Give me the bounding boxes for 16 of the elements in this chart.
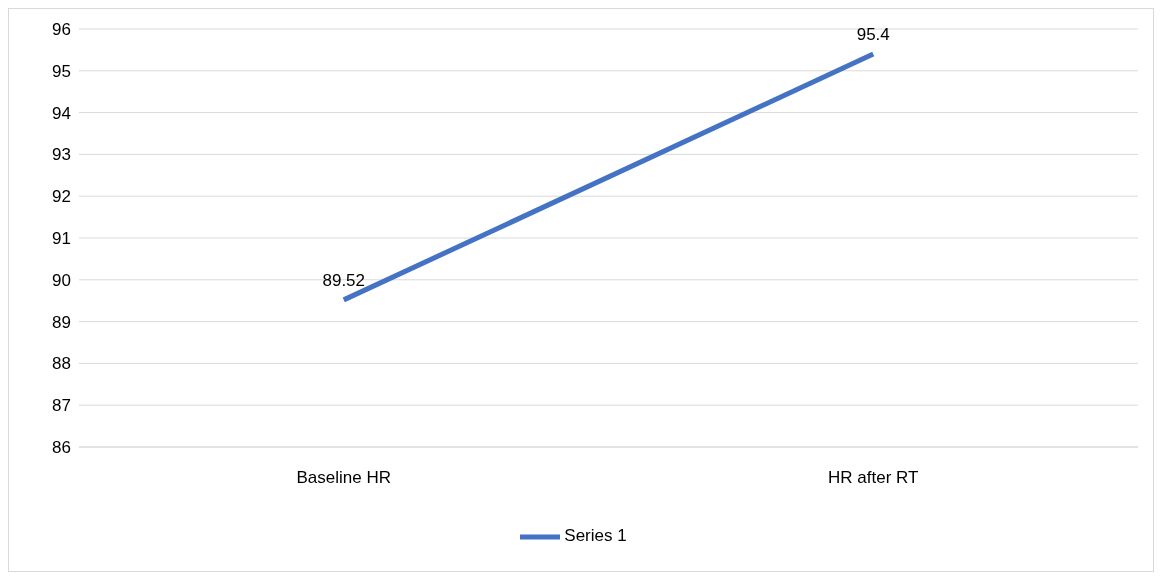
y-tick-label: 94 xyxy=(52,103,71,123)
y-tick-label: 96 xyxy=(52,20,71,40)
y-tick-label: 91 xyxy=(52,229,71,249)
x-tick-label: HR after RT xyxy=(828,468,919,488)
y-tick-label: 88 xyxy=(52,354,71,374)
y-tick-label: 87 xyxy=(52,396,71,416)
data-label: 89.52 xyxy=(322,270,366,290)
x-tick-label: Baseline HR xyxy=(296,468,391,488)
y-tick-label: 86 xyxy=(52,438,71,458)
data-label: 95.4 xyxy=(856,25,890,45)
y-tick-label: 95 xyxy=(52,61,71,81)
y-tick-label: 93 xyxy=(52,145,71,165)
y-tick-label: 89 xyxy=(52,312,71,332)
legend-label: Series 1 xyxy=(564,526,627,546)
y-tick-label: 92 xyxy=(52,187,71,207)
y-tick-label: 90 xyxy=(52,270,71,290)
